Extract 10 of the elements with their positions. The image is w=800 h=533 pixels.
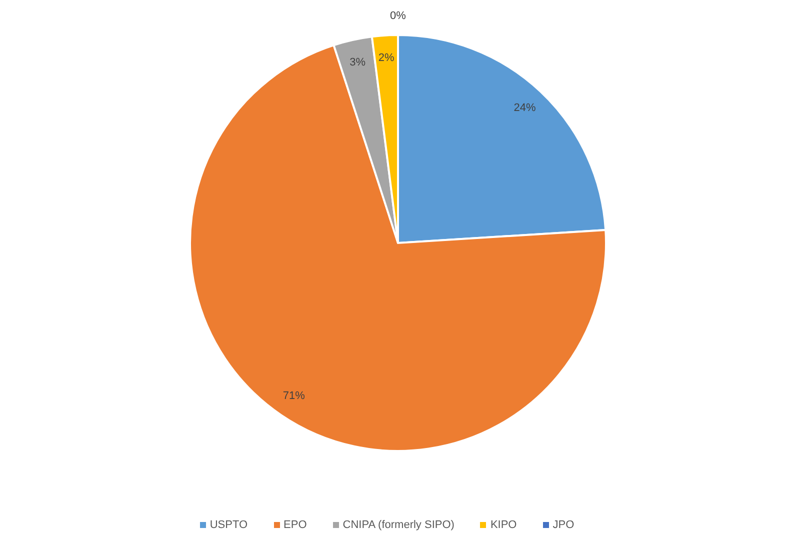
legend-label: USPTO [210,519,248,531]
data-label: 24% [514,102,536,114]
legend-label: CNIPA (formerly SIPO) [342,519,454,531]
data-label: 2% [378,52,395,64]
text: 0% [390,10,406,22]
data-label: 3% [350,56,366,68]
legend-label: JPO [552,519,574,531]
data-label: 71% [282,390,306,402]
legend-label: KIPO [490,519,517,531]
legend-label: EPO [284,519,307,531]
